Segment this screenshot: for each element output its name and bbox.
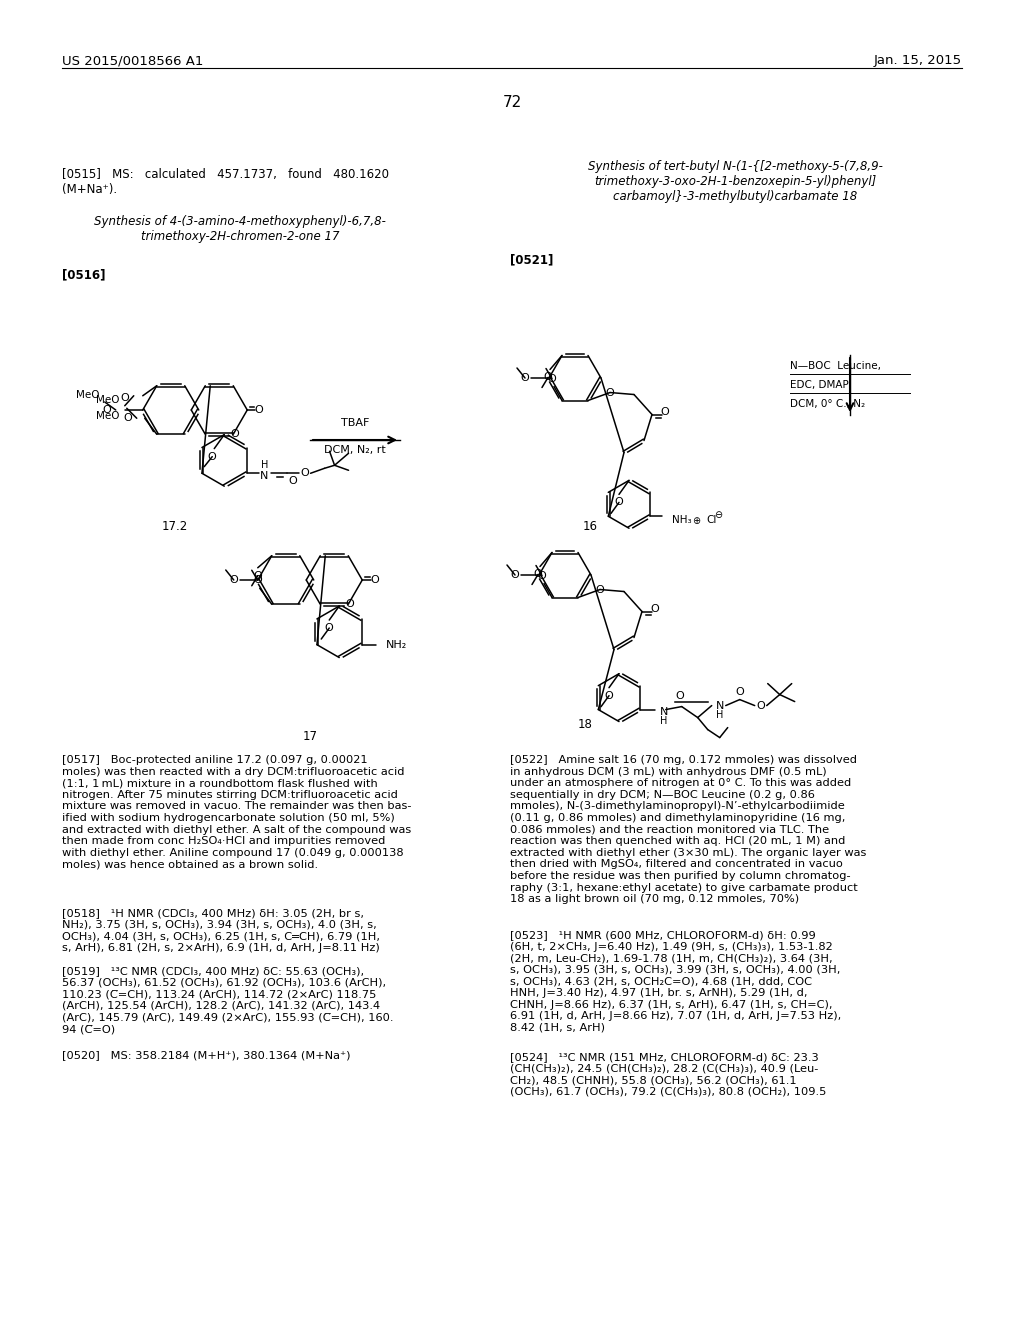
Text: H: H (261, 461, 268, 470)
Text: [0522]   Amine salt 16 (70 mg, 0.172 mmoles) was dissolved
in anhydrous DCM (3 m: [0522] Amine salt 16 (70 mg, 0.172 mmole… (510, 755, 866, 904)
Text: N—BOC  Leucine,: N—BOC Leucine, (790, 360, 881, 371)
Text: MeO: MeO (96, 395, 120, 405)
Text: N: N (716, 701, 724, 710)
Text: O: O (605, 388, 614, 397)
Text: [0517]   Boc-protected aniline 17.2 (0.097 g, 0.00021
moles) was then reacted wi: [0517] Boc-protected aniline 17.2 (0.097… (62, 755, 412, 870)
Text: 18: 18 (578, 718, 593, 731)
Text: O: O (300, 469, 309, 478)
Text: O: O (253, 576, 262, 585)
Text: O: O (650, 603, 659, 614)
Text: O: O (371, 576, 380, 585)
Text: O: O (346, 599, 354, 610)
Text: O: O (123, 413, 132, 424)
Text: NH₂: NH₂ (386, 640, 407, 649)
Text: [0521]: [0521] (510, 253, 553, 267)
Text: O: O (596, 585, 604, 594)
Text: O: O (121, 393, 129, 403)
Text: O: O (208, 451, 217, 462)
Text: O: O (230, 429, 240, 440)
Text: [0523]   ¹H NMR (600 MHz, CHLOROFORM-d) δH: 0.99
(6H, t, 2×CH₃, J=6.40 Hz), 1.49: [0523] ¹H NMR (600 MHz, CHLOROFORM-d) δH… (510, 931, 842, 1032)
Text: DCM, N₂, rt: DCM, N₂, rt (325, 445, 386, 455)
Text: O: O (534, 569, 543, 579)
Text: O: O (604, 690, 613, 701)
Text: O: O (757, 701, 765, 710)
Text: O: O (538, 570, 547, 581)
Text: 17.2: 17.2 (162, 520, 188, 533)
Text: EDC, DMAP: EDC, DMAP (790, 380, 849, 389)
Text: Jan. 15, 2015: Jan. 15, 2015 (873, 54, 962, 67)
Text: O: O (548, 374, 556, 384)
Text: O: O (325, 623, 334, 634)
Text: 72: 72 (503, 95, 521, 110)
Text: O: O (229, 576, 239, 585)
Text: O: O (511, 570, 519, 579)
Text: O: O (102, 405, 112, 414)
Text: ⊕: ⊕ (691, 516, 699, 527)
Text: Synthesis of tert-butyl N-(1-{[2-methoxy-5-(7,8,9-
trimethoxy-3-oxo-2H-1-benzoxe: Synthesis of tert-butyl N-(1-{[2-methoxy… (588, 160, 883, 203)
Text: [0515]   MS:   calculated   457.1737,   found   480.1620
(M+Na⁺).: [0515] MS: calculated 457.1737, found 48… (62, 168, 389, 195)
Text: H: H (716, 710, 723, 719)
Text: MeO: MeO (96, 411, 120, 421)
Text: NH₃: NH₃ (672, 515, 691, 525)
Text: [0516]: [0516] (62, 268, 105, 281)
Text: MeO: MeO (76, 389, 99, 400)
Text: O: O (253, 570, 262, 581)
Text: DCM, 0° C., N₂: DCM, 0° C., N₂ (790, 399, 865, 409)
Text: O: O (614, 498, 624, 507)
Text: [0520]   MS: 358.2184 (M+H⁺), 380.1364 (M+Na⁺): [0520] MS: 358.2184 (M+H⁺), 380.1364 (M+… (62, 1049, 350, 1060)
Text: H: H (659, 715, 667, 726)
Text: O: O (735, 686, 744, 697)
Text: US 2015/0018566 A1: US 2015/0018566 A1 (62, 54, 204, 67)
Text: O: O (288, 477, 297, 486)
Text: O: O (676, 690, 684, 701)
Text: O: O (255, 405, 263, 414)
Text: [0518]   ¹H NMR (CDCl₃, 400 MHz) δH: 3.05 (2H, br s,
NH₂), 3.75 (3H, s, OCH₃), 3: [0518] ¹H NMR (CDCl₃, 400 MHz) δH: 3.05 … (62, 908, 380, 953)
Text: 17: 17 (302, 730, 317, 743)
Text: N: N (659, 706, 668, 717)
Text: [0519]   ¹³C NMR (CDCl₃, 400 MHz) δC: 55.63 (OCH₃),
56.37 (OCH₃), 61.52 (OCH₃), : [0519] ¹³C NMR (CDCl₃, 400 MHz) δC: 55.6… (62, 966, 393, 1034)
Text: [0524]   ¹³C NMR (151 MHz, CHLOROFORM-d) δC: 23.3
(CH(CH₃)₂), 24.5 (CH(CH₃)₂), 2: [0524] ¹³C NMR (151 MHz, CHLOROFORM-d) δ… (510, 1052, 826, 1097)
Text: O: O (544, 372, 552, 383)
Text: ⊖: ⊖ (714, 511, 722, 520)
Text: O: O (660, 407, 670, 417)
Text: Cl: Cl (707, 515, 717, 525)
Text: N: N (260, 471, 268, 482)
Text: TBAF: TBAF (341, 418, 370, 428)
Text: O: O (520, 374, 529, 383)
Text: Synthesis of 4-(3-amino-4-methoxyphenyl)-6,7,8-
trimethoxy-2H-chromen-2-one 17: Synthesis of 4-(3-amino-4-methoxyphenyl)… (94, 215, 386, 243)
Text: 16: 16 (583, 520, 597, 533)
